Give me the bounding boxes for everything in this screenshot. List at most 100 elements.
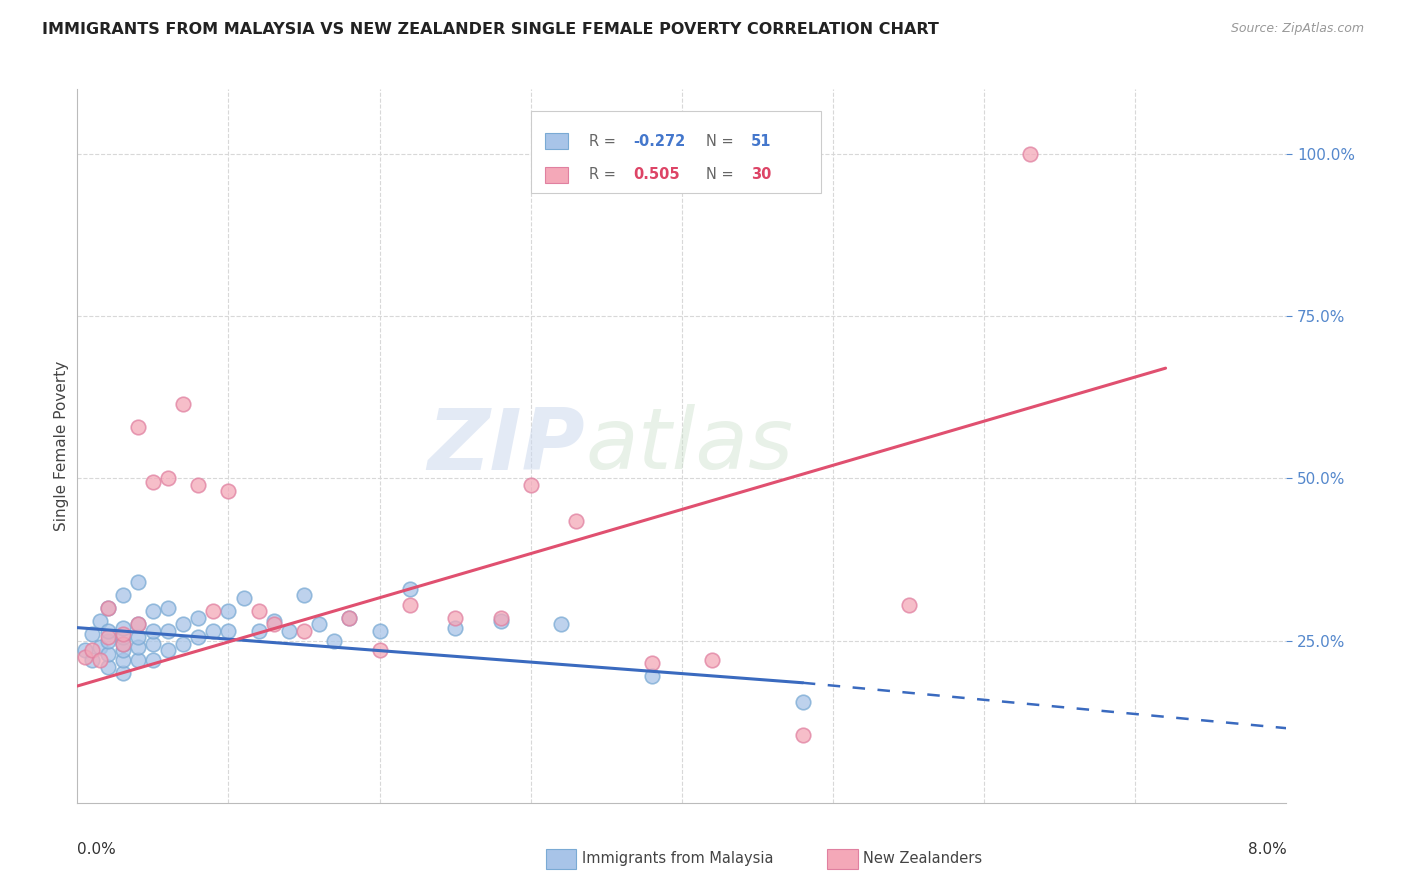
Text: atlas: atlas <box>585 404 793 488</box>
Bar <box>546 134 568 149</box>
Point <box>172 397 194 411</box>
Point <box>339 611 360 625</box>
Point <box>368 643 391 657</box>
Point <box>323 633 346 648</box>
Text: N =: N = <box>706 134 738 149</box>
Text: ZIP: ZIP <box>427 404 585 488</box>
Point <box>444 611 467 625</box>
Point <box>127 617 149 632</box>
Text: R =: R = <box>589 134 620 149</box>
Point <box>111 653 134 667</box>
Point <box>73 643 96 657</box>
Y-axis label: Single Female Poverty: Single Female Poverty <box>53 361 69 531</box>
Point <box>187 631 209 645</box>
Point <box>157 624 180 638</box>
Point <box>111 621 134 635</box>
Point <box>142 624 165 638</box>
Point <box>96 659 118 673</box>
Point <box>96 601 118 615</box>
Text: 8.0%: 8.0% <box>1247 842 1286 857</box>
Point <box>278 624 301 638</box>
Point <box>89 614 111 628</box>
Point <box>172 637 194 651</box>
Text: New Zealanders: New Zealanders <box>863 851 983 865</box>
Point <box>96 601 118 615</box>
Point <box>368 624 391 638</box>
Point <box>157 643 180 657</box>
Point <box>897 598 920 612</box>
Point <box>82 643 104 657</box>
Point <box>73 649 96 664</box>
Point <box>111 631 134 645</box>
Point <box>96 631 118 645</box>
Point <box>202 604 225 618</box>
Text: IMMIGRANTS FROM MALAYSIA VS NEW ZEALANDER SINGLE FEMALE POVERTY CORRELATION CHAR: IMMIGRANTS FROM MALAYSIA VS NEW ZEALANDE… <box>42 22 939 37</box>
Text: 0.0%: 0.0% <box>77 842 117 857</box>
Point <box>127 640 149 654</box>
Point <box>1018 147 1040 161</box>
Point <box>187 478 209 492</box>
Point <box>308 617 330 632</box>
Point <box>111 588 134 602</box>
Point <box>292 588 315 602</box>
Point <box>489 611 512 625</box>
Point <box>111 637 134 651</box>
Point <box>89 653 111 667</box>
Point <box>142 604 165 618</box>
Point <box>202 624 225 638</box>
Point <box>127 575 149 590</box>
Point <box>96 633 118 648</box>
Point <box>111 627 134 641</box>
Point <box>399 598 422 612</box>
Point <box>232 591 254 606</box>
Point <box>142 637 165 651</box>
Point <box>111 643 134 657</box>
Point <box>218 624 240 638</box>
Point <box>187 611 209 625</box>
Point <box>247 604 270 618</box>
Point <box>520 478 543 492</box>
Point <box>444 621 467 635</box>
Text: R =: R = <box>589 168 620 182</box>
Point <box>96 624 118 638</box>
Point <box>792 728 814 742</box>
Point <box>292 624 315 638</box>
Text: 30: 30 <box>751 168 772 182</box>
Bar <box>546 167 568 183</box>
Point <box>82 653 104 667</box>
Text: -0.272: -0.272 <box>634 134 686 149</box>
Text: Immigrants from Malaysia: Immigrants from Malaysia <box>582 851 773 865</box>
Point <box>96 647 118 661</box>
Point <box>399 582 422 596</box>
Point <box>172 617 194 632</box>
Point <box>127 653 149 667</box>
Text: N =: N = <box>706 168 738 182</box>
Point <box>157 601 180 615</box>
Point <box>142 475 165 489</box>
Point <box>565 514 588 528</box>
Point <box>641 669 664 683</box>
Text: Source: ZipAtlas.com: Source: ZipAtlas.com <box>1230 22 1364 36</box>
Point <box>218 484 240 499</box>
Point <box>89 640 111 654</box>
Point <box>111 666 134 681</box>
Point <box>111 637 134 651</box>
Text: 51: 51 <box>751 134 772 149</box>
Point <box>218 604 240 618</box>
Point <box>263 614 285 628</box>
Point <box>263 617 285 632</box>
Point <box>702 653 724 667</box>
Point <box>82 627 104 641</box>
Point <box>489 614 512 628</box>
Point <box>792 695 814 709</box>
Point <box>127 631 149 645</box>
Point <box>127 419 149 434</box>
Point <box>641 657 664 671</box>
FancyBboxPatch shape <box>531 111 821 193</box>
Point <box>247 624 270 638</box>
Point <box>142 653 165 667</box>
Point <box>157 471 180 485</box>
Point <box>550 617 572 632</box>
Point <box>127 617 149 632</box>
Point <box>339 611 360 625</box>
